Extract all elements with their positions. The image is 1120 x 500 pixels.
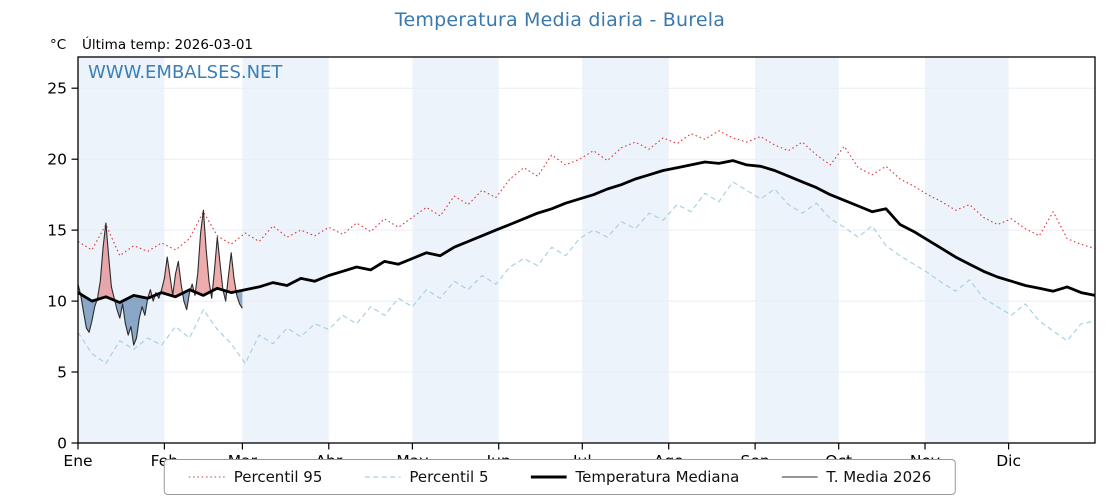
legend-item-percentil-5: Percentil 5 <box>364 468 488 486</box>
last-temp-label: Última temp: 2026-03-01 <box>82 37 254 53</box>
svg-text:Ene: Ene <box>63 452 92 470</box>
t-media-2026-line-icon <box>781 476 818 478</box>
legend-item-t-media-2026: T. Media 2026 <box>781 468 931 486</box>
legend-item-mediana: Temperatura Mediana <box>530 468 739 486</box>
svg-text:5: 5 <box>57 364 67 382</box>
percentil-95-line-icon <box>188 476 225 478</box>
svg-text:10: 10 <box>47 293 67 311</box>
percentil-5-line-icon <box>364 476 401 478</box>
svg-text:0: 0 <box>57 435 67 453</box>
legend-label-percentil-95: Percentil 95 <box>233 468 323 486</box>
svg-text:15: 15 <box>47 222 67 240</box>
svg-text:Dic: Dic <box>996 452 1021 470</box>
svg-text:25: 25 <box>47 80 67 98</box>
watermark: WWW.EMBALSES.NET <box>88 62 283 83</box>
svg-text:20: 20 <box>47 151 67 169</box>
legend-label-percentil-5: Percentil 5 <box>409 468 489 486</box>
legend-label-t-media-2026: T. Media 2026 <box>826 468 932 486</box>
chart-title: Temperatura Media diaria - Burela <box>394 9 726 31</box>
legend: Percentil 95 Percentil 5 Temperatura Med… <box>163 459 957 495</box>
legend-item-percentil-95: Percentil 95 <box>188 468 323 486</box>
legend-label-mediana: Temperatura Mediana <box>575 468 740 486</box>
y-axis-unit-label: °C <box>50 37 67 53</box>
mediana-line-icon <box>530 475 567 479</box>
